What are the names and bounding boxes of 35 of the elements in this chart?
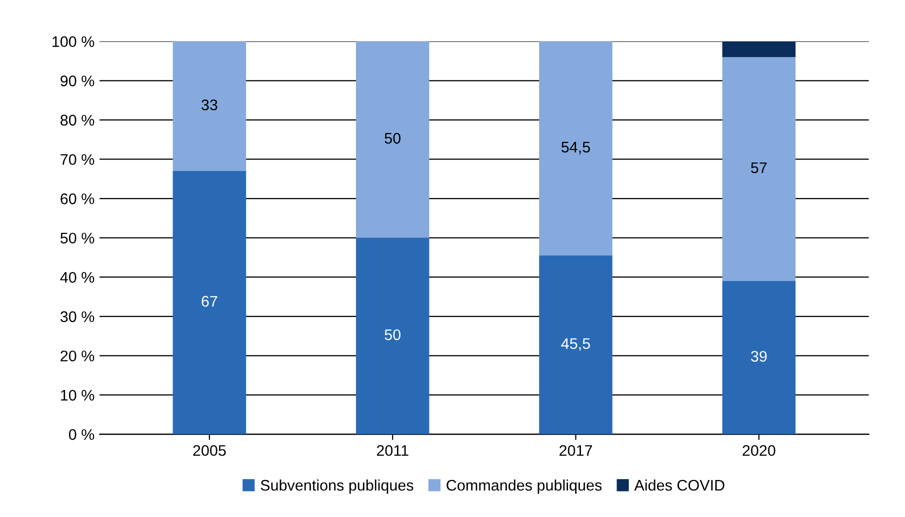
- y-tick-label: 80 %: [60, 114, 94, 126]
- y-tick-label: 30 %: [60, 311, 94, 322]
- x-tick-label: 2011: [376, 445, 408, 456]
- data-label: 39: [750, 350, 767, 362]
- legend-label: Subventions publiques: [260, 479, 414, 494]
- data-label: 50: [384, 132, 400, 144]
- data-label: 67: [202, 296, 218, 307]
- y-tick-label: 40 %: [60, 272, 94, 283]
- bar: [356, 238, 430, 434]
- bar: [539, 256, 612, 434]
- y-tick-label: 100 %: [52, 36, 94, 48]
- y-tick-label: 0 %: [68, 429, 94, 440]
- data-label: 54,5: [561, 142, 590, 154]
- data-label: 45,5: [561, 338, 590, 351]
- y-tick-label: 10 %: [61, 390, 94, 401]
- bar: [539, 41, 612, 256]
- x-tick-label: 2017: [560, 445, 592, 456]
- bar: [722, 41, 796, 58]
- y-tick-label: 50 %: [60, 232, 94, 244]
- bar: [172, 171, 246, 434]
- y-tick-label: 70 %: [60, 154, 94, 165]
- data-label: 50: [384, 329, 400, 340]
- bar: [356, 41, 430, 238]
- y-tick-label: 60 %: [60, 193, 94, 204]
- legend-label: Commandes publiques: [446, 479, 602, 494]
- data-label: 57: [751, 162, 767, 174]
- bar: [172, 41, 246, 172]
- y-tick-label: 20 %: [60, 350, 94, 362]
- bar: [722, 57, 796, 282]
- x-tick-label: 2005: [193, 445, 226, 456]
- bar: [722, 281, 796, 434]
- data-label: 33: [202, 99, 218, 110]
- x-tick-label: 2020: [742, 445, 776, 456]
- y-tick-label: 90 %: [60, 76, 94, 86]
- legend-label: Aides COVID: [634, 479, 724, 491]
